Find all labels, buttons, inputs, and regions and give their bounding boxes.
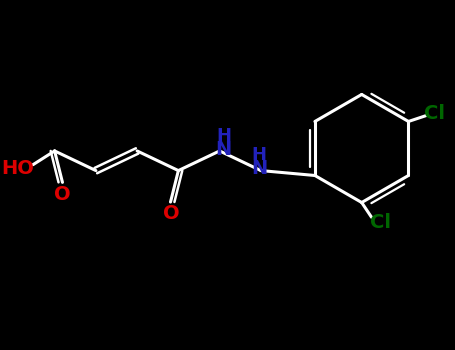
Text: N: N [251,159,267,178]
Text: H: H [216,127,231,145]
Text: Cl: Cl [425,104,445,123]
Text: H: H [252,146,267,164]
Text: Cl: Cl [370,213,391,232]
Text: O: O [54,185,71,204]
Text: HO: HO [1,159,34,178]
Text: O: O [163,204,180,223]
Text: N: N [215,140,232,160]
